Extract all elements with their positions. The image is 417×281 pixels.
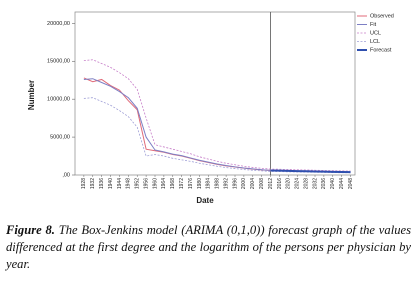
caption: Figure 8. The Box-Jenkins model (ARIMA (… bbox=[6, 222, 411, 273]
legend-label: Fit bbox=[370, 22, 377, 28]
x-tick-label: 1932 bbox=[90, 178, 96, 189]
x-tick-label: 2004 bbox=[250, 178, 256, 189]
x-tick-label: 1936 bbox=[99, 178, 105, 189]
y-tick-label: 10000,00 bbox=[47, 97, 70, 103]
x-tick-label: 1972 bbox=[179, 178, 185, 189]
legend-label: Observed bbox=[370, 13, 394, 19]
x-tick-label: 2012 bbox=[268, 178, 274, 189]
legend-label: UCL bbox=[370, 30, 381, 36]
x-tick-label: 2000 bbox=[241, 178, 247, 189]
x-tick-label: 2044 bbox=[339, 178, 345, 189]
x-tick-label: 1952 bbox=[135, 178, 141, 189]
series-line bbox=[83, 97, 351, 174]
caption-text: The Box-Jenkins model (ARIMA (0,1,0)) fo… bbox=[6, 223, 411, 271]
caption-label: Figure 8. bbox=[6, 223, 55, 237]
series-line bbox=[270, 169, 351, 174]
x-tick-label: 2040 bbox=[330, 178, 336, 189]
series-line bbox=[83, 78, 271, 171]
x-tick-label: 2036 bbox=[321, 178, 327, 189]
x-tick-label: 1984 bbox=[206, 178, 212, 189]
y-tick-label: ,00 bbox=[62, 172, 70, 178]
y-tick-label: 15000,00 bbox=[47, 59, 70, 65]
x-tick-label: 2028 bbox=[303, 178, 309, 189]
x-tick-label: 1964 bbox=[161, 178, 167, 189]
x-tick-label: 2048 bbox=[348, 178, 354, 189]
y-tick-label: 20000,00 bbox=[47, 21, 70, 27]
x-tick-label: 1976 bbox=[188, 178, 194, 189]
x-tick-label: 2032 bbox=[312, 178, 318, 189]
x-tick-label: 2008 bbox=[259, 178, 265, 189]
chart: Date Number ,00 5000,00 10000,00 15000,00 20… bbox=[27, 11, 394, 205]
y-tick-label: 5000,00 bbox=[50, 135, 70, 141]
x-tick-label: 1948 bbox=[126, 178, 132, 189]
legend-label: Forecast bbox=[370, 47, 392, 53]
x-tick-label: 1944 bbox=[117, 178, 123, 189]
x-tick-label: 2024 bbox=[295, 178, 301, 189]
x-tick-label: 1980 bbox=[197, 178, 203, 189]
series-line bbox=[83, 59, 351, 172]
legend-label: LCL bbox=[370, 39, 380, 45]
x-tick-label: 1996 bbox=[232, 178, 238, 189]
x-tick-label: 1960 bbox=[152, 178, 158, 189]
x-tick-label: 1968 bbox=[170, 178, 176, 189]
x-tick-label: 2020 bbox=[286, 178, 292, 189]
y-axis-label: Number bbox=[27, 80, 36, 110]
x-tick-label: 1940 bbox=[108, 178, 114, 189]
x-tick-label: 1928 bbox=[81, 178, 87, 189]
x-tick-label: 1956 bbox=[143, 178, 149, 189]
x-tick-label: 2016 bbox=[277, 178, 283, 189]
x-tick-label: 1988 bbox=[215, 178, 221, 189]
x-axis-label: Date bbox=[196, 196, 214, 205]
plot-frame bbox=[74, 11, 356, 176]
series-line bbox=[83, 77, 271, 171]
x-tick-label: 1992 bbox=[223, 178, 229, 189]
